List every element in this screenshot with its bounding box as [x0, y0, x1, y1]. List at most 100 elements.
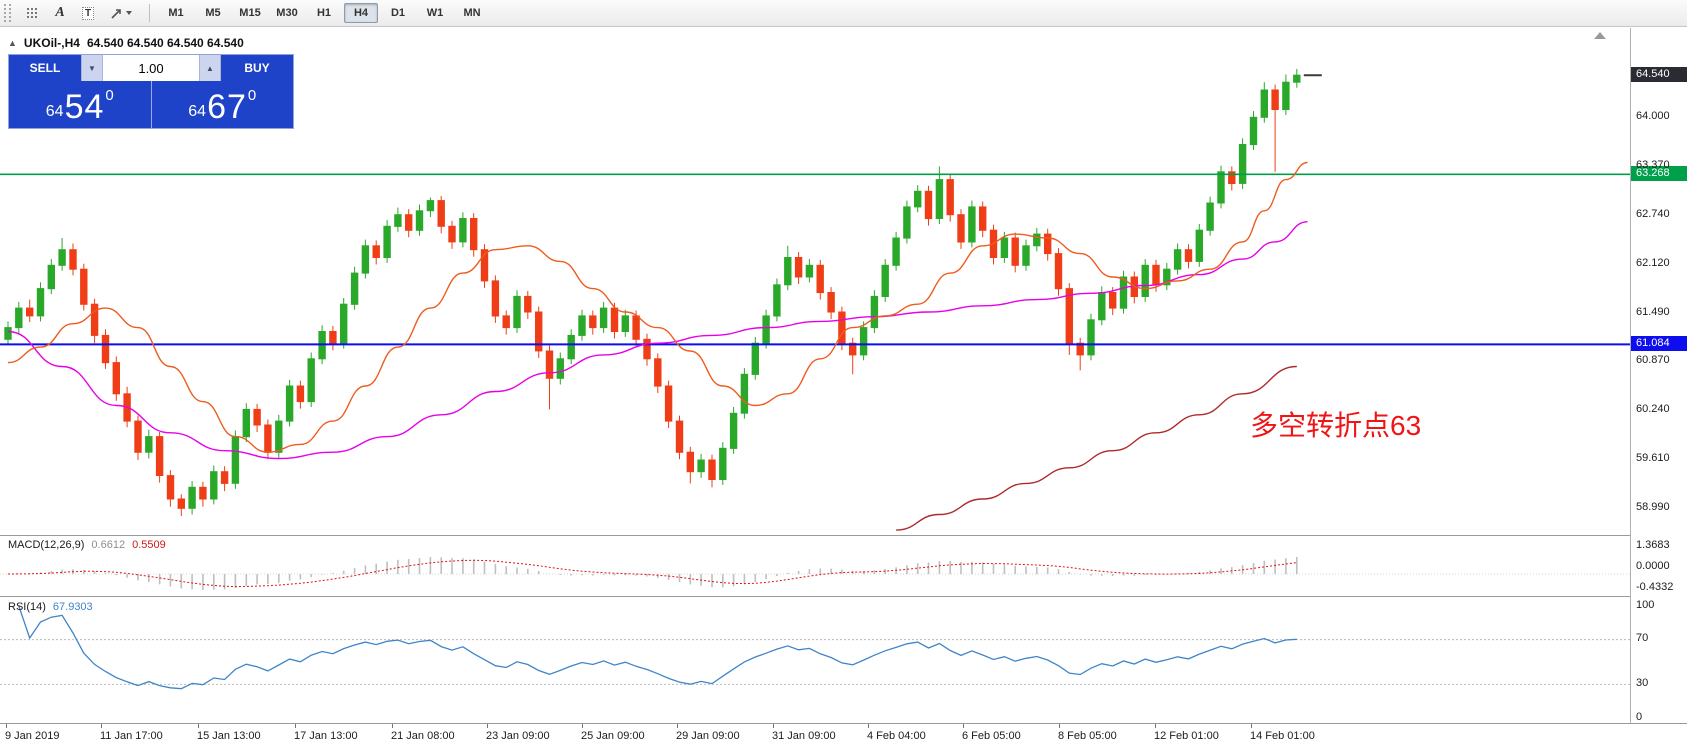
price-tick-label: 61.490 — [1636, 305, 1670, 318]
macd-signal-value: 0.5509 — [132, 539, 166, 551]
volume-input[interactable] — [103, 55, 199, 81]
time-label: 6 Feb 05:00 — [962, 730, 1021, 742]
price-tick-label: 62.120 — [1636, 256, 1670, 269]
bid-pips: 54 — [64, 88, 105, 126]
ask-whole: 64 — [188, 103, 207, 120]
blue-level-badge: 61.084 — [1631, 336, 1687, 352]
tf-button-mn[interactable]: MN — [463, 7, 481, 19]
macd-name: MACD(12,26,9) — [8, 539, 85, 551]
time-tick — [392, 724, 393, 728]
grid-tool-button[interactable] — [18, 2, 46, 25]
time-tick — [198, 724, 199, 728]
time-label: 23 Jan 09:00 — [486, 730, 550, 742]
panel-separator-macd[interactable] — [0, 535, 1687, 536]
ask-pips: 67 — [207, 88, 247, 126]
time-label: 29 Jan 09:00 — [676, 730, 740, 742]
timeframe-toolbar: M1 M5 M15 M30 H1 H4 D1 W1 MN — [159, 3, 489, 23]
price-tick-label: 62.740 — [1636, 208, 1670, 221]
rsi-axis-label: 30 — [1636, 677, 1649, 689]
time-tick — [1251, 724, 1252, 728]
macd-canvas[interactable] — [0, 537, 1630, 595]
time-label: 12 Feb 01:00 — [1154, 730, 1219, 742]
grid-icon — [26, 7, 37, 18]
tf-button-m30[interactable]: M30 — [276, 7, 298, 19]
toolbar-grip[interactable] — [4, 4, 11, 22]
volume-decrease-button[interactable]: ▼ — [81, 55, 103, 81]
text-icon: A — [55, 5, 65, 20]
time-tick — [582, 724, 583, 728]
tf-button-h4[interactable]: H4 — [344, 3, 378, 23]
price-tick-label: 58.990 — [1636, 500, 1670, 513]
ohlc-values: 64.540 64.540 64.540 64.540 — [86, 36, 244, 50]
price-tick-label: 59.610 — [1636, 452, 1670, 465]
rsi-axis-label: 0 — [1636, 711, 1643, 723]
volume-increase-button[interactable]: ▲ — [199, 55, 221, 81]
dropdown-caret-icon — [126, 11, 132, 15]
ask-point: 0 — [247, 87, 257, 104]
bid-price[interactable]: 64 54 0 — [9, 81, 151, 128]
time-tick — [487, 724, 488, 728]
green-level-badge: 63.268 — [1631, 166, 1687, 182]
time-tick — [6, 724, 7, 728]
time-tick — [1155, 724, 1156, 728]
current-price-badge: 64.540 — [1631, 67, 1687, 83]
time-label: 4 Feb 04:00 — [867, 730, 926, 742]
rsi-value: 67.9303 — [52, 601, 93, 613]
spin-down-icon: ▼ — [88, 63, 96, 73]
text-label-icon: T — [81, 6, 95, 20]
toolbar: A T M1 M5 M15 M30 H1 H4 D1 W1 MN — [0, 0, 1687, 27]
spin-up-icon: ▲ — [206, 63, 214, 73]
rsi-axis-label: 100 — [1636, 599, 1655, 611]
time-label: 11 Jan 17:00 — [100, 730, 163, 742]
chart-shift-marker — [1594, 32, 1606, 39]
bid-whole: 64 — [45, 103, 64, 120]
panel-separator-rsi[interactable] — [0, 596, 1687, 597]
text-label-tool-button[interactable]: T — [74, 2, 102, 25]
buy-button[interactable]: BUY — [221, 55, 293, 81]
time-tick — [295, 724, 296, 728]
symbol-title: UKOil-,H4 — [23, 36, 80, 50]
macd-axis-label: 1.3683 — [1636, 539, 1670, 551]
macd-main-value: 0.6612 — [91, 539, 126, 551]
time-label: 17 Jan 13:00 — [294, 730, 358, 742]
time-label: 15 Jan 13:00 — [197, 730, 261, 742]
tf-button-d1[interactable]: D1 — [390, 7, 406, 19]
price-axis[interactable]: 64.540 63.268 61.084 64.000 63.370 62.740 6… — [1630, 28, 1687, 723]
one-click-trading-panel: SELL ▼ ▲ BUY 64 54 0 64 67 0 — [8, 54, 294, 129]
toolbar-separator — [149, 4, 150, 22]
time-axis[interactable]: 9 Jan 2019 11 Jan 17:00 15 Jan 13:00 17 Jan… — [0, 723, 1687, 748]
collapse-arrow[interactable]: ▲ — [8, 38, 17, 48]
price-tick-label: 63.370 — [1636, 159, 1670, 172]
text-tool-button[interactable]: A — [46, 2, 74, 25]
time-label: 14 Feb 01:00 — [1250, 730, 1315, 742]
tf-button-w1[interactable]: W1 — [426, 7, 444, 19]
macd-axis-label: -0.4332 — [1636, 581, 1674, 593]
price-tick-label: 60.870 — [1636, 354, 1670, 367]
main-chart-canvas[interactable] — [0, 28, 1630, 535]
time-label: 31 Jan 09:00 — [772, 730, 836, 742]
macd-axis-label: 0.0000 — [1636, 560, 1670, 572]
macd-label: MACD(12,26,9) 0.6612 0.5509 — [8, 539, 166, 551]
price-tick-label: 64.000 — [1636, 110, 1670, 123]
ask-price[interactable]: 64 67 0 — [152, 81, 294, 128]
time-label: 21 Jan 08:00 — [391, 730, 455, 742]
arrows-tool-button[interactable] — [102, 2, 140, 25]
rsi-name: RSI(14) — [8, 601, 46, 613]
time-tick — [1059, 724, 1060, 728]
time-label: 8 Feb 05:00 — [1058, 730, 1117, 742]
bid-point: 0 — [105, 87, 114, 104]
time-label: 9 Jan 2019 — [5, 730, 60, 742]
tf-button-h1[interactable]: H1 — [316, 7, 332, 19]
sell-button[interactable]: SELL — [9, 55, 81, 81]
price-tick-label: 60.240 — [1636, 403, 1670, 416]
rsi-axis-label: 70 — [1636, 632, 1649, 644]
time-tick — [963, 724, 964, 728]
rsi-canvas[interactable] — [0, 598, 1630, 722]
chart-title-row: ▲ UKOil-,H4 64.540 64.540 64.540 64.540 — [8, 36, 244, 50]
tf-button-m15[interactable]: M15 — [239, 7, 261, 19]
time-tick — [773, 724, 774, 728]
arrow-icon — [111, 8, 121, 19]
tf-button-m5[interactable]: M5 — [205, 7, 221, 19]
bid-ask-divider — [150, 81, 152, 128]
tf-button-m1[interactable]: M1 — [168, 7, 184, 19]
